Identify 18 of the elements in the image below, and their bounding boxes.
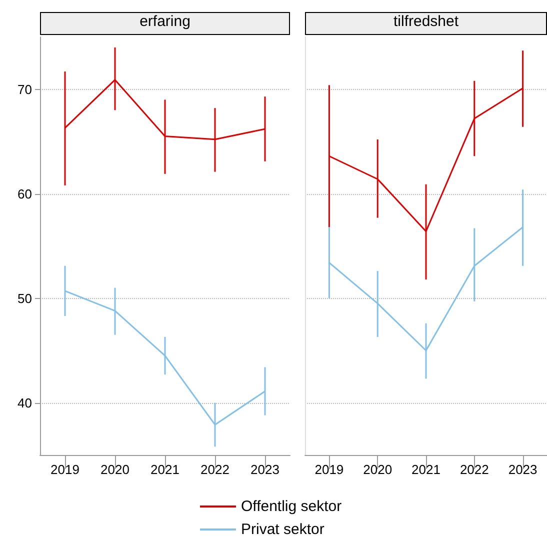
legend-label: Offentlig sektor	[241, 498, 342, 515]
x-tick-label: 2022	[460, 462, 489, 477]
x-tick-label: 2019	[50, 462, 80, 477]
y-tick-label: 50	[18, 290, 32, 306]
x-tick-label: 2020	[363, 462, 392, 477]
chart-title: erfaring	[140, 13, 190, 30]
y-tick-label: 70	[18, 82, 32, 97]
x-tick-label: 2020	[100, 462, 130, 477]
x-tick-label: 2023	[250, 462, 280, 477]
x-tick-label: 2022	[200, 462, 230, 477]
chart-title: tilfredshet	[393, 13, 460, 30]
x-tick-label: 2023	[508, 462, 538, 477]
x-tick-label: 2019	[314, 462, 344, 477]
legend-label: Privat sektor	[241, 521, 324, 538]
y-tick-label: 40	[18, 395, 32, 410]
x-tick-label: 2021	[150, 462, 180, 477]
x-tick-label: 2021	[412, 462, 440, 477]
y-tick-label: 60	[18, 186, 32, 202]
